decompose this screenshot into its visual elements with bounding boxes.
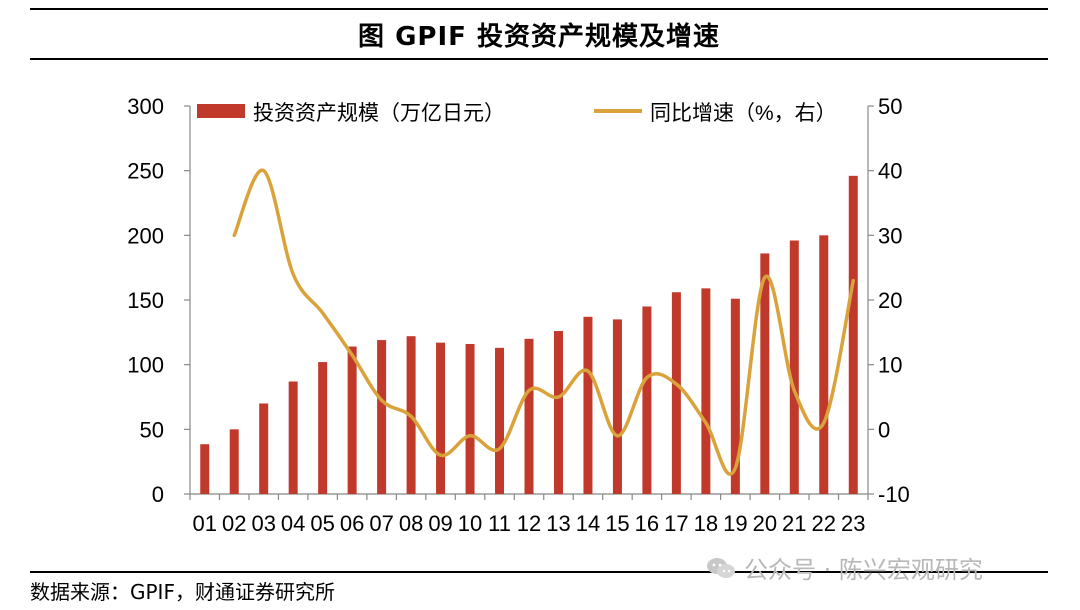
bar-13 (553, 331, 563, 494)
chart-title-bar: 图 GPIF 投资资产规模及增速 (30, 8, 1048, 60)
wechat-icon (707, 557, 735, 578)
bar-06 (347, 346, 357, 494)
bar-22 (819, 235, 829, 495)
watermark: 公众号 · 陈兴宏观研究 (706, 550, 983, 585)
x-tick-label: 21 (782, 511, 806, 536)
x-tick-label: 01 (192, 511, 216, 536)
right-tick-label: 20 (878, 288, 902, 313)
data-source: 数据来源：GPIF，财通证券研究所 (30, 580, 335, 604)
bar-03 (259, 403, 269, 494)
x-tick-label: 05 (310, 511, 334, 536)
bar-01 (200, 444, 210, 494)
right-tick-label: -10 (878, 482, 910, 507)
left-tick-label: 300 (127, 94, 164, 119)
footer-divider (30, 571, 1048, 573)
x-tick-label: 02 (222, 511, 246, 536)
legend-bar-label: 投资资产规模（万亿日元） (253, 102, 505, 125)
left-tick-label: 250 (127, 159, 164, 184)
bar-10 (465, 343, 475, 494)
left-tick-label: 50 (140, 417, 164, 442)
bar-16 (642, 306, 652, 494)
left-tick-label: 200 (127, 223, 164, 248)
bar-15 (612, 319, 622, 494)
right-tick-label: 30 (878, 223, 902, 248)
x-tick-label: 06 (340, 511, 364, 536)
bar-11 (495, 347, 505, 494)
x-tick-label: 18 (694, 511, 718, 536)
left-tick-label: 0 (152, 482, 164, 507)
bar-02 (229, 429, 239, 494)
bar-23 (848, 175, 858, 494)
bar-04 (288, 381, 298, 494)
bar-18 (701, 288, 711, 494)
bar-20 (760, 253, 770, 494)
x-tick-label: 22 (812, 511, 836, 536)
bar-17 (671, 292, 681, 494)
x-tick-label: 09 (428, 511, 452, 536)
x-tick-label: 20 (753, 511, 777, 536)
right-tick-label: 40 (878, 159, 902, 184)
bar-05 (318, 362, 328, 494)
x-tick-label: 17 (664, 511, 688, 536)
x-tick-label: 19 (723, 511, 747, 536)
watermark-text: 公众号 · 陈兴宏观研究 (744, 556, 983, 584)
right-tick-label: 10 (878, 353, 902, 378)
x-tick-label: 08 (399, 511, 423, 536)
x-tick-label: 11 (488, 511, 511, 536)
left-tick-label: 150 (127, 288, 164, 313)
legend-line-label: 同比增速（%，右） (650, 102, 837, 125)
x-tick-label: 03 (251, 511, 275, 536)
bar-19 (730, 298, 740, 494)
growth-rate-line (232, 168, 856, 476)
x-tick-label: 04 (281, 511, 305, 536)
x-tick-label: 10 (458, 511, 482, 536)
x-tick-label: 16 (635, 511, 659, 536)
left-tick-label: 100 (127, 353, 164, 378)
x-tick-label: 23 (841, 511, 865, 536)
bar-09 (436, 342, 446, 494)
x-tick-label: 13 (546, 511, 570, 536)
x-tick-label: 12 (517, 511, 541, 536)
x-tick-label: 14 (576, 511, 600, 536)
bar-21 (789, 240, 799, 494)
bar-14 (583, 316, 593, 494)
bar-07 (377, 340, 387, 494)
bar-12 (524, 338, 534, 494)
x-tick-label: 07 (369, 511, 393, 536)
right-tick-label: 0 (878, 417, 890, 442)
x-tick-label: 15 (605, 511, 629, 536)
right-tick-label: 50 (878, 94, 902, 119)
chart-title: 图 GPIF 投资资产规模及增速 (358, 21, 720, 52)
legend-bar-swatch (197, 104, 245, 118)
